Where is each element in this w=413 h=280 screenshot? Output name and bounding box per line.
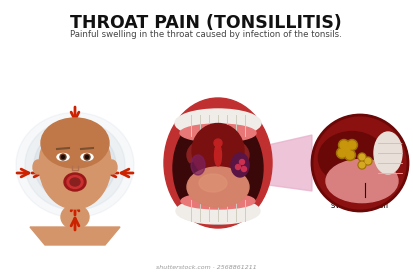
Circle shape: [339, 139, 349, 151]
Circle shape: [338, 149, 346, 157]
Ellipse shape: [187, 167, 249, 207]
Ellipse shape: [175, 109, 261, 137]
Ellipse shape: [61, 205, 89, 229]
Circle shape: [312, 115, 408, 211]
Ellipse shape: [192, 123, 244, 179]
Text: THROAT PAIN (TONSILLITIS): THROAT PAIN (TONSILLITIS): [70, 14, 342, 32]
Ellipse shape: [81, 153, 93, 160]
Ellipse shape: [183, 158, 253, 188]
Circle shape: [358, 161, 366, 169]
Ellipse shape: [187, 136, 249, 174]
Polygon shape: [268, 135, 312, 191]
Polygon shape: [30, 227, 120, 245]
Circle shape: [348, 141, 356, 149]
Ellipse shape: [16, 113, 134, 218]
Ellipse shape: [70, 178, 80, 186]
Circle shape: [235, 165, 240, 169]
Ellipse shape: [164, 98, 272, 228]
Text: swollen tonsil: swollen tonsil: [331, 201, 389, 210]
Ellipse shape: [67, 176, 83, 188]
Circle shape: [344, 150, 356, 160]
Circle shape: [340, 141, 348, 149]
Circle shape: [364, 157, 372, 165]
Ellipse shape: [54, 155, 96, 191]
Ellipse shape: [57, 153, 69, 160]
Ellipse shape: [231, 153, 249, 177]
Circle shape: [365, 158, 371, 164]
Ellipse shape: [25, 120, 125, 210]
Circle shape: [242, 167, 247, 171]
Circle shape: [340, 144, 351, 155]
Circle shape: [214, 139, 222, 147]
Ellipse shape: [199, 174, 227, 192]
Circle shape: [346, 151, 354, 159]
Circle shape: [347, 139, 358, 151]
Circle shape: [240, 160, 244, 165]
Circle shape: [60, 154, 66, 160]
Ellipse shape: [326, 159, 398, 203]
Ellipse shape: [39, 121, 111, 209]
Ellipse shape: [107, 160, 117, 174]
Ellipse shape: [214, 144, 221, 166]
Ellipse shape: [191, 155, 205, 175]
Ellipse shape: [374, 132, 402, 174]
Circle shape: [359, 154, 365, 160]
Ellipse shape: [176, 198, 260, 224]
Circle shape: [84, 154, 90, 160]
Ellipse shape: [180, 124, 256, 142]
Ellipse shape: [34, 128, 116, 202]
Text: shutterstock.com · 2568861211: shutterstock.com · 2568861211: [156, 265, 256, 270]
Ellipse shape: [181, 193, 255, 209]
Ellipse shape: [173, 112, 263, 224]
Text: Painful swelling in the throat caused by infection of the tonsils.: Painful swelling in the throat caused by…: [70, 30, 342, 39]
Circle shape: [85, 155, 88, 158]
Ellipse shape: [41, 118, 109, 168]
Ellipse shape: [64, 173, 86, 191]
Circle shape: [359, 162, 365, 168]
Ellipse shape: [33, 160, 43, 174]
Circle shape: [342, 145, 350, 153]
Ellipse shape: [318, 132, 386, 185]
Circle shape: [337, 148, 347, 158]
Circle shape: [62, 155, 64, 158]
Circle shape: [358, 153, 366, 161]
